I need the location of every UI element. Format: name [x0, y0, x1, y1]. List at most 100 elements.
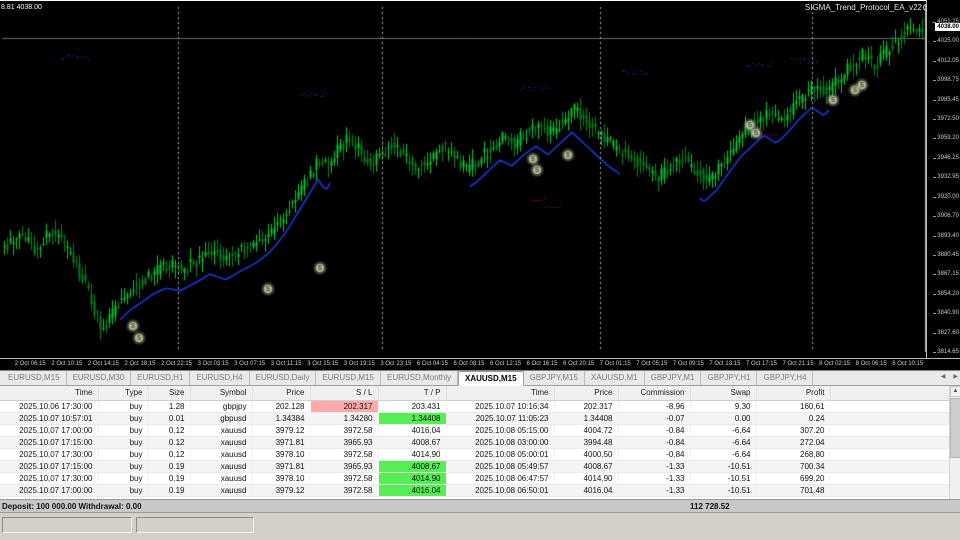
table-row[interactable]: 2025.10.07 17:30:00 buy 0.12 xauusd 3978.10 3… — [0, 448, 960, 461]
table-header-swap[interactable]: Swap — [690, 386, 757, 401]
chart-tab-gbpjpy-h1[interactable]: GBPJPY,H1 — [701, 371, 758, 385]
cell-comment: from #511621264[tp] — [830, 472, 960, 485]
time-axis-tick: 3 Oct 07:15 — [234, 361, 266, 367]
cell-ctime: 2025.10.08 05:49:57 — [446, 460, 555, 473]
scroll-up-button[interactable]: ▲ — [950, 386, 960, 397]
cell-type: buy — [98, 424, 149, 437]
cell-comment: from #511611570[tp] — [830, 484, 960, 497]
price-axis-tick: 3998.75 — [933, 77, 959, 84]
table-row[interactable]: 2025.10.07 17:00:00 buy 0.19 xauusd 3979.12 3… — [0, 484, 960, 497]
chart-tab-eurusd-h1[interactable]: EURUSD,H1 — [131, 371, 191, 385]
price-axis-tick: 3932.95 — [933, 174, 959, 181]
table-row[interactable]: 2025.10.07 17:30:00 buy 0.19 xauusd 3978.10 3… — [0, 472, 960, 485]
vertical-scrollbar[interactable]: ▲ — [949, 386, 960, 499]
current-price-tag: 4038.00 — [935, 23, 960, 32]
table-header-tp[interactable]: T / P — [378, 386, 447, 401]
cell-time: 2025.10.07 10:57:01 — [0, 412, 99, 425]
chart-tab-strip[interactable]: EURUSD,M15 EURUSD,M30 EURUSD,H1 EURUSD,H4 EU… — [0, 371, 960, 386]
cell-type: buy — [98, 448, 149, 461]
cell-profit: 160.61 — [756, 400, 831, 413]
cell-type: buy — [98, 412, 149, 425]
table-header-symbol[interactable]: Symbol — [190, 386, 253, 401]
cell-sl: 3972.58 — [310, 424, 379, 437]
time-axis-tick: 6 Oct 20:15 — [563, 361, 595, 367]
table-header-type[interactable]: Type — [98, 386, 149, 401]
cell-commission: -1.33 — [618, 484, 691, 497]
cell-sl: 3972.58 — [310, 472, 379, 485]
table-row[interactable]: 2025.10.07 17:00:00 buy 0.12 xauusd 3979.12 3… — [0, 424, 960, 437]
cell-symbol: xauusd — [190, 484, 253, 497]
cell-symbol: xauusd — [190, 436, 253, 449]
cell-comment: to #511734164 — [830, 424, 960, 437]
chart-tab-eurusd-m15[interactable]: EURUSD,M15 — [2, 371, 67, 385]
price-axis-tick: 3893.40 — [933, 233, 959, 240]
chart-tab-eurusd-daily[interactable]: EURUSD,Daily — [250, 371, 317, 385]
table-header-profit[interactable]: Profit — [756, 386, 831, 401]
cell-tp: 203.431 — [378, 400, 447, 413]
table-row[interactable]: 2025.10.07 10:57:01 buy 0.01 gbpusd 1.34384 1… — [0, 412, 960, 425]
table-header-size[interactable]: Size — [148, 386, 191, 401]
time-axis-tick: 6 Oct 12:15 — [490, 361, 522, 367]
cell-time: 2025.10.07 17:30:00 — [0, 472, 99, 485]
tab-scroll-controls[interactable]: ◀ ▶ — [941, 373, 958, 381]
cell-ctime: 2025.10.08 06:47:57 — [446, 472, 555, 485]
time-axis[interactable]: 2 Oct 06:15 2 Oct 10:15 2 Oct 14:15 2 Oct 1… — [0, 358, 960, 370]
cell-time: 2025.10.06 17:30:00 — [0, 400, 99, 413]
price-chart-pane[interactable]: 8.81 4038.00 SIGMA_Trend_Protocol_EA_v22… — [0, 0, 960, 370]
cell-commission: -0.84 — [618, 448, 691, 461]
table-row[interactable]: 2025.10.06 17:30:00 buy 1.28 gbpjpy 202.128 2… — [0, 400, 960, 413]
chart-tab-gbpjpy-m15[interactable]: GBPJPY,M15 — [524, 371, 585, 385]
chart-tab-eurusd-monthly[interactable]: EURUSD,Monthly — [381, 371, 459, 385]
price-axis-tick: 3906.70 — [933, 213, 959, 220]
time-axis-tick: 7 Oct 01:15 — [599, 361, 631, 367]
scrollbar-thumb[interactable] — [950, 398, 960, 458]
cell-sl: 3965.93 — [310, 436, 379, 449]
cell-tp: 1.34408 — [378, 412, 447, 425]
table-row[interactable]: 2025.10.07 17:15:00 buy 0.19 xauusd 3971.81 3… — [0, 460, 960, 473]
time-axis-tick: 3 Oct 19:15 — [343, 361, 375, 367]
cell-profit: 268.80 — [756, 448, 831, 461]
cell-ctime: 2025.10.08 05:00:01 — [446, 448, 555, 461]
chart-price-readout: 8.81 4038.00 — [1, 4, 42, 11]
cell-commission: -1.33 — [618, 472, 691, 485]
cell-tp: 4008.67 — [378, 460, 447, 473]
cell-type: buy — [98, 460, 149, 473]
table-header-price[interactable]: Price — [554, 386, 619, 401]
cell-size: 0.19 — [148, 472, 191, 485]
time-axis-tick: 3 Oct 03:15 — [197, 361, 229, 367]
cell-sl: 202.317 — [310, 400, 379, 413]
table-header-price[interactable]: Price — [252, 386, 311, 401]
table-header-commission[interactable]: Commission — [618, 386, 691, 401]
time-axis-tick: 7 Oct 17:15 — [745, 361, 777, 367]
time-axis-tick: 2 Oct 10:15 — [51, 361, 83, 367]
table-body[interactable]: 2025.10.06 17:30:00 buy 1.28 gbpjpy 202.128 2… — [0, 400, 960, 497]
chart-tab-eurusd-m15[interactable]: EURUSD,M15 — [316, 371, 381, 385]
time-axis-tick: 7 Oct 05:15 — [636, 361, 668, 367]
cell-comment: from #511377192[sl] — [830, 400, 960, 413]
time-axis-tick: 8 Oct 02:15 — [819, 361, 851, 367]
cell-type: buy — [98, 400, 149, 413]
chevron-right-icon[interactable]: ▶ — [953, 374, 958, 380]
cell-tp: 4016.04 — [378, 424, 447, 437]
table-header-comment[interactable]: Comment — [830, 386, 960, 401]
table-header-time[interactable]: Time — [446, 386, 555, 401]
candlestick-chart-canvas[interactable] — [0, 0, 960, 370]
chart-tab-xauusd-m1[interactable]: XAUUSD,M1 — [585, 371, 645, 385]
price-axis[interactable]: 4051.25 4025.00 4012.05 3998.75 3985.45 3972.… — [926, 0, 960, 358]
chart-tab-eurusd-m30[interactable]: EURUSD,M30 — [67, 371, 132, 385]
cell-comment: to #511705599 — [830, 436, 960, 449]
chart-tab-gbpjpy-m1[interactable]: GBPJPY,M1 — [645, 371, 702, 385]
cell-tp: 4016.04 — [378, 484, 447, 497]
table-header-time[interactable]: Time — [0, 386, 99, 401]
chart-tab-eurusd-h4[interactable]: EURUSD,H4 — [190, 371, 250, 385]
cell-swap: -6.64 — [690, 448, 757, 461]
chevron-left-icon[interactable]: ◀ — [940, 374, 946, 380]
chart-tab-xauusd-m15[interactable]: XAUUSD,M15 — [458, 371, 524, 386]
table-header-sl[interactable]: S / L — [310, 386, 379, 401]
chart-tab-gbpjpy-h4[interactable]: GBPJPY,H4 — [757, 371, 814, 385]
table-row[interactable]: 2025.10.07 17:15:00 buy 0.12 xauusd 3971.81 3… — [0, 436, 960, 449]
